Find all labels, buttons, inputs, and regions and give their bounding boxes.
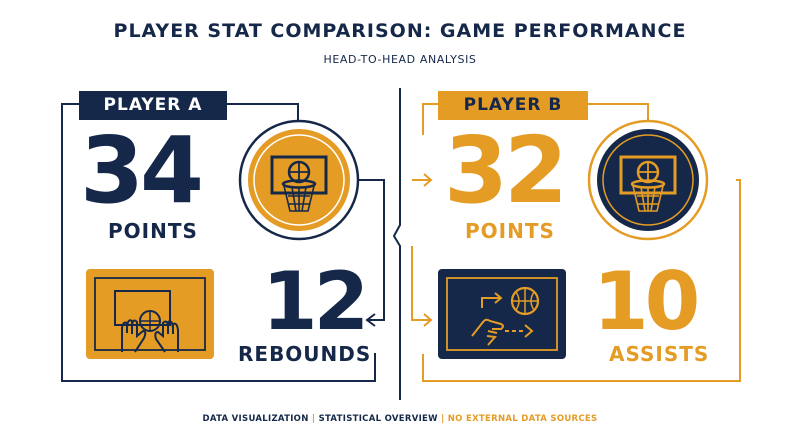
center-divider xyxy=(392,88,401,400)
basketball-hoop-icon xyxy=(587,119,709,241)
footer-separator: | xyxy=(437,414,448,424)
player-b-label: PLAYER B xyxy=(438,91,588,120)
player-a-frame-left xyxy=(61,103,376,382)
footer-text: STATISTICAL OVERVIEW xyxy=(318,414,438,424)
player-b-connector-bottom xyxy=(411,246,430,321)
player-a-rebounds-value: 12 xyxy=(262,255,369,348)
footer: DATA VISUALIZATION | STATISTICAL OVERVIE… xyxy=(0,414,800,424)
player-b-points-value: 32 xyxy=(444,117,568,224)
footer-text: DATA VISUALIZATION xyxy=(202,414,309,424)
player-b-assists-label: ASSISTS xyxy=(609,342,710,366)
player-b-frame-top xyxy=(422,103,438,135)
assist-pass-icon xyxy=(438,269,566,359)
footer-text: NO EXTERNAL DATA SOURCES xyxy=(447,414,598,424)
player-a-points-value: 34 xyxy=(80,117,204,224)
player-a-connector xyxy=(359,179,385,321)
page-subtitle: HEAD-TO-HEAD ANALYSIS xyxy=(323,53,477,66)
player-a-arrow xyxy=(365,313,376,327)
page-title: PLAYER STAT COMPARISON: GAME PERFORMANCE xyxy=(113,20,687,42)
player-b-frame-right xyxy=(422,179,741,382)
basketball-hoop-icon xyxy=(238,119,360,241)
player-b-points-label: POINTS xyxy=(465,219,555,243)
player-a-points-label: POINTS xyxy=(108,219,198,243)
player-b-arrow-bottom xyxy=(423,313,433,327)
player-b-assists-value: 10 xyxy=(593,255,700,348)
player-a-label: PLAYER A xyxy=(79,91,227,120)
player-b-arrow-top xyxy=(423,173,433,187)
rebound-hands-icon xyxy=(86,269,214,359)
player-a-rebounds-label: REBOUNDS xyxy=(238,342,372,366)
footer-separator: | xyxy=(308,414,319,424)
